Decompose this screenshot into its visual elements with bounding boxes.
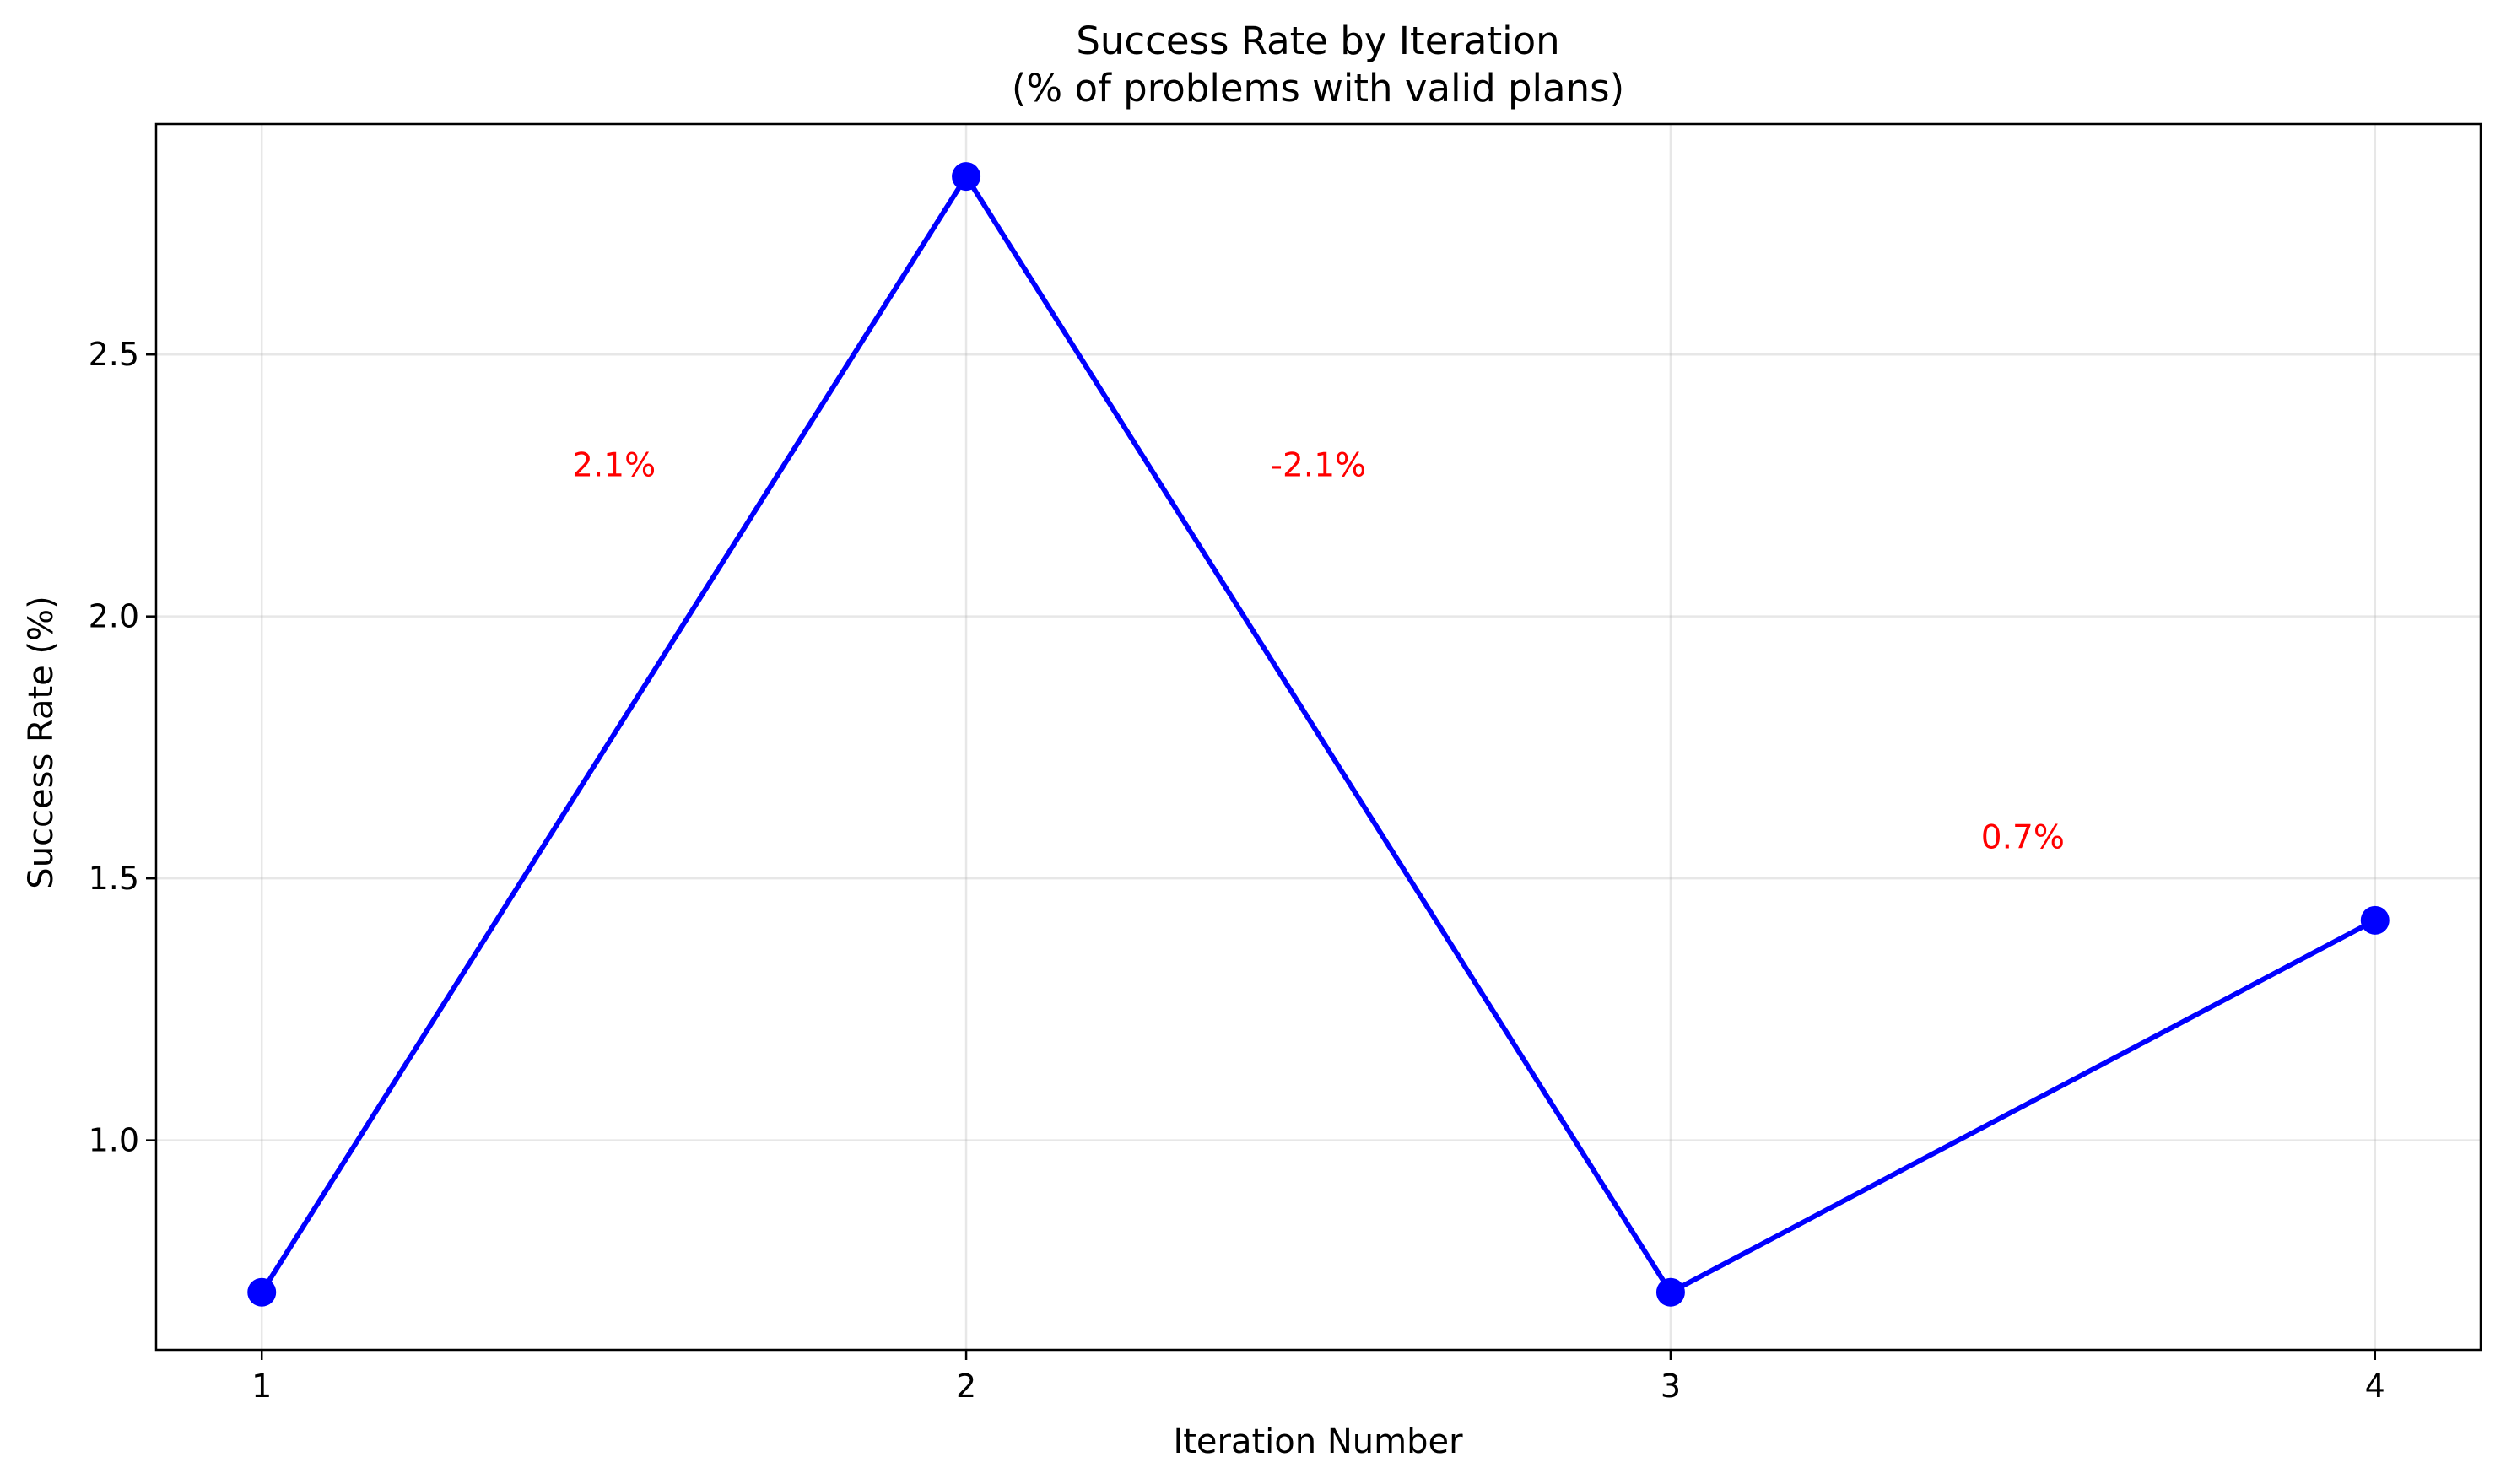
change-annotation: 2.1% [572, 447, 656, 485]
x-tick-label: 4 [2365, 1368, 2385, 1405]
data-point [2360, 905, 2390, 935]
chart-subtitle: (% of problems with valid plans) [1012, 66, 1624, 111]
y-tick-label: 2.5 [89, 336, 139, 373]
change-annotation: 0.7% [1981, 818, 2065, 856]
y-tick-label: 1.0 [89, 1122, 139, 1159]
x-tick-label: 2 [956, 1368, 976, 1405]
annotations: 2.1% -2.1% 0.7% [572, 447, 2065, 857]
y-tick-label: 2.0 [89, 598, 139, 635]
data-point [247, 1277, 277, 1307]
x-axis-label: Iteration Number [1173, 1422, 1463, 1461]
change-annotation: -2.1% [1271, 447, 1366, 485]
axis-ticks: 1 2 3 4 1.0 1.5 2.0 2.5 [89, 336, 2385, 1405]
y-axis-label: Success Rate (%) [22, 596, 61, 888]
grid [156, 124, 2481, 1350]
data-point [1655, 1277, 1685, 1307]
data-point [952, 162, 981, 192]
x-tick-label: 3 [1661, 1368, 1681, 1405]
x-tick-label: 1 [251, 1368, 272, 1405]
series-line [259, 174, 2378, 1295]
plot-area-frame [154, 122, 2482, 1352]
y-tick-label: 1.5 [89, 860, 139, 897]
chart-title: Success Rate by Iteration [1076, 19, 1559, 63]
series-layer [247, 162, 2390, 1307]
